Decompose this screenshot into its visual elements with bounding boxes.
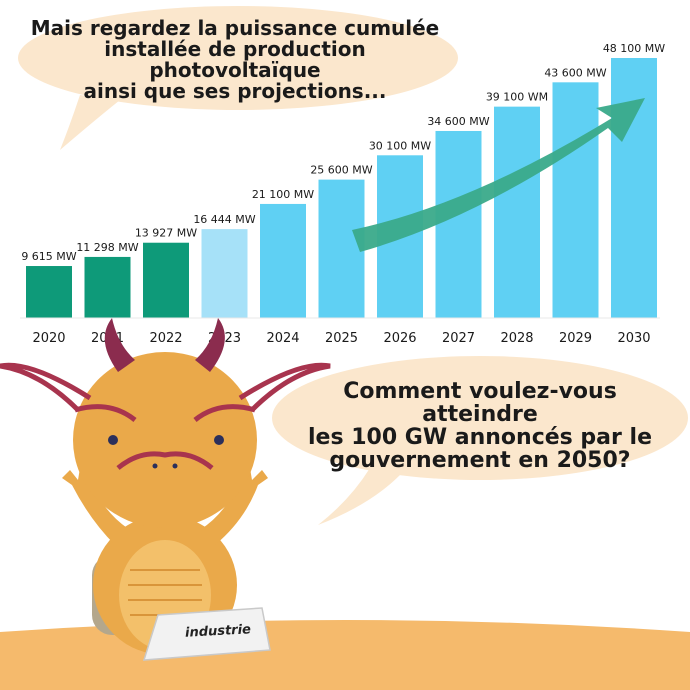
data-label-2024: 21 100 MW (252, 188, 314, 201)
bottom-bubble-line-3: gouvernement en 2050? (329, 448, 631, 474)
data-label-2026: 30 100 MW (369, 139, 431, 152)
bar-2020 (26, 266, 72, 318)
bar-2030 (611, 58, 657, 318)
x-tick-2028: 2028 (500, 331, 533, 346)
x-tick-2030: 2030 (617, 331, 650, 346)
dragon-character (0, 318, 331, 655)
x-tick-2029: 2029 (559, 331, 592, 346)
name-sign (142, 607, 271, 661)
data-label-2025: 25 600 MW (310, 164, 372, 177)
data-label-2029: 43 600 MW (544, 66, 606, 79)
x-tick-2022: 2022 (149, 331, 182, 346)
bar-2027 (435, 130, 482, 318)
x-tick-2027: 2027 (442, 331, 475, 346)
bar-2024 (260, 203, 306, 318)
data-label-2030: 48 100 MW (603, 42, 665, 55)
bottom-bubble-line-1: Comment voulez-vous atteindre (343, 379, 617, 428)
top-bubble-line-1: Mais regardez la puissance cumulée (30, 16, 440, 40)
data-label-2021: 11 298 MW (76, 241, 138, 254)
top-bubble-line-3: ainsi que ses projections... (83, 79, 387, 103)
bar-2021 (84, 256, 131, 318)
bar-2029 (552, 82, 599, 318)
top-bubble-text: Mais regardez la puissance cumulée insta… (30, 18, 440, 102)
bar-2022 (143, 242, 189, 318)
trend-arrow (352, 98, 645, 252)
bottom-bubble-line-2: les 100 GW annoncés par le (307, 425, 652, 451)
x-tick-2025: 2025 (325, 331, 358, 346)
bottom-bubble-text: Comment voulez-vous atteindre les 100 GW… (285, 380, 675, 472)
x-tick-2026: 2026 (383, 331, 416, 346)
data-label-2027: 34 600 MW (427, 115, 489, 128)
speech-bubble-top (18, 6, 458, 150)
data-label-2023: 16 444 MW (193, 213, 255, 226)
top-bubble-line-2: installée de production photovoltaïque (104, 37, 366, 82)
bar-2025 (318, 179, 365, 318)
bar-2028 (494, 106, 540, 318)
data-label-2020: 9 615 MW (21, 250, 76, 263)
bar-2023 (201, 229, 248, 318)
speech-bubble-bottom (272, 356, 688, 525)
x-tick-2020: 2020 (32, 331, 65, 346)
data-label-2022: 13 927 MW (135, 227, 197, 240)
data-label-2028: 39 100 WM (486, 91, 548, 104)
x-tick-2024: 2024 (266, 331, 299, 346)
